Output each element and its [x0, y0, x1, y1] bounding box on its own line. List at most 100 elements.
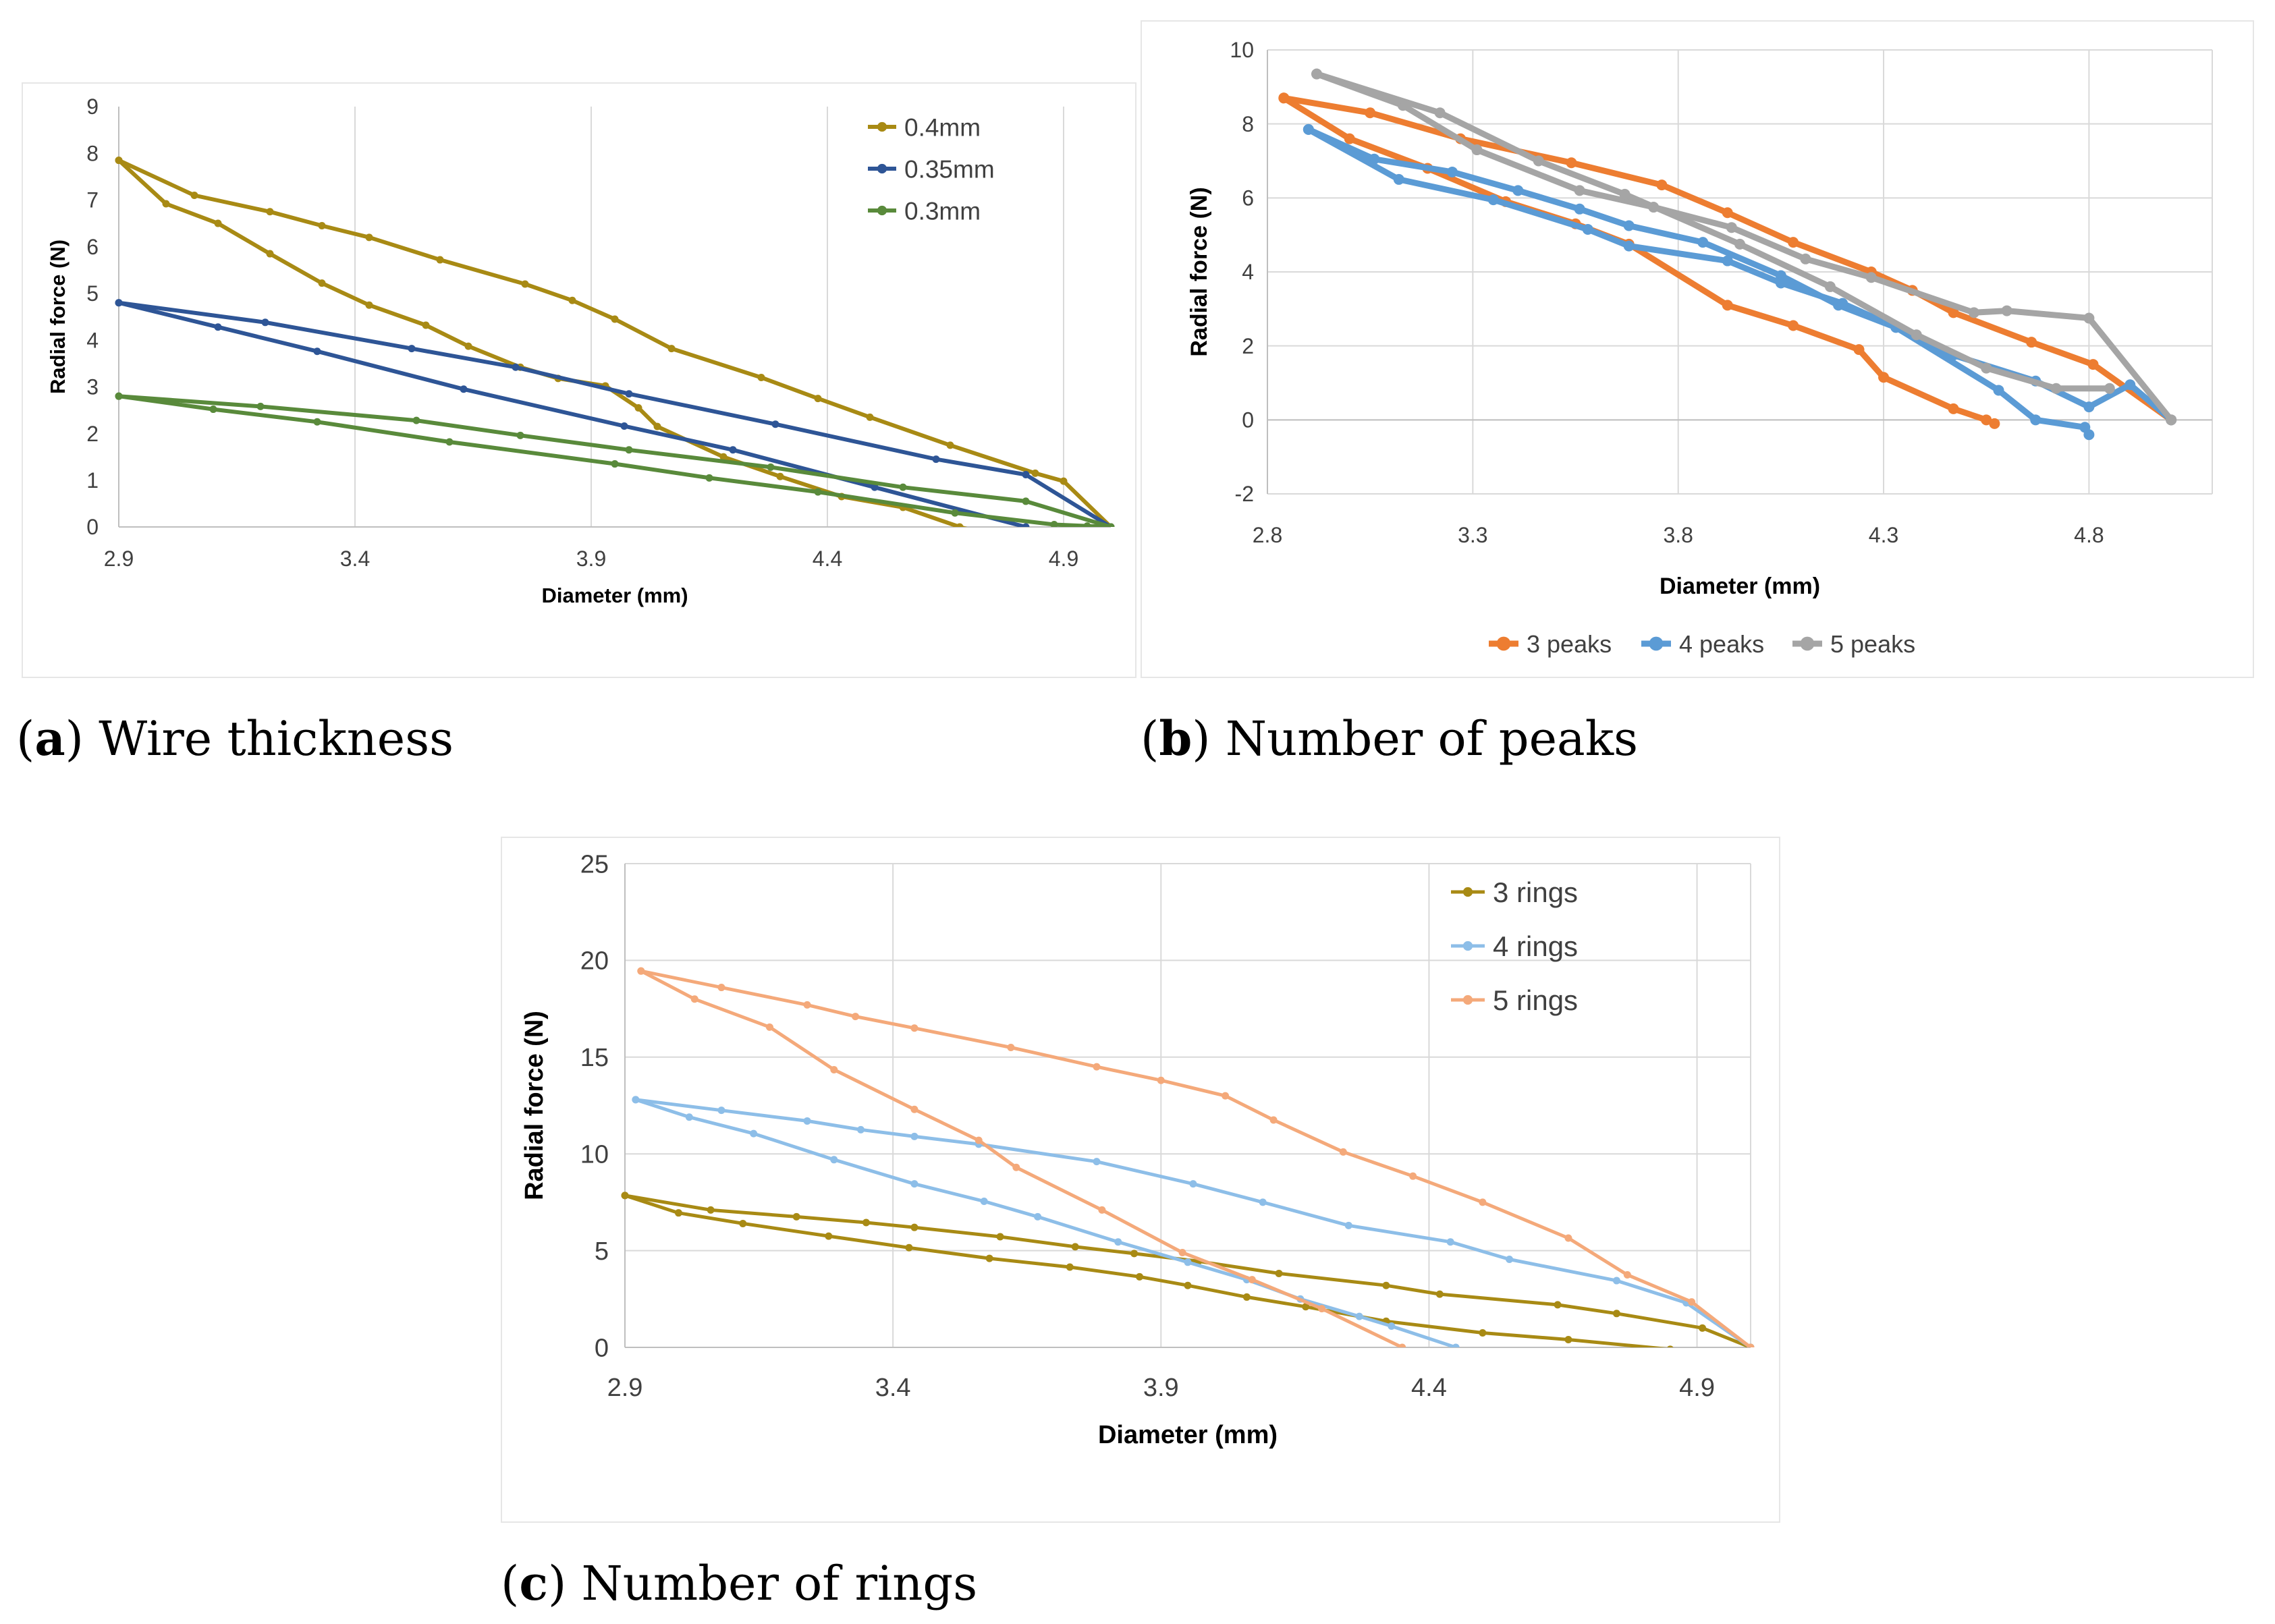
data-point — [1050, 521, 1058, 527]
data-point — [685, 1113, 693, 1121]
data-point — [1623, 240, 1635, 252]
caption-b: (b) Number of peaks — [1141, 710, 1639, 766]
data-point — [620, 422, 628, 430]
x-tick-label: 3.9 — [576, 547, 606, 571]
data-point — [1788, 237, 1799, 248]
x-tick-label: 3.8 — [1663, 523, 1693, 547]
data-point — [1388, 1322, 1396, 1330]
data-point — [1968, 307, 1979, 318]
legend-swatch-dot — [1462, 941, 1473, 951]
chart-b-svg: 2.8 3.3 3.8 4.3 4.8 -2 0 2 4 6 8 10 Diameter (mm) Rad… — [1186, 38, 2213, 658]
data-point — [1656, 179, 1668, 191]
data-point — [1093, 1158, 1101, 1166]
data-point — [1564, 1234, 1572, 1242]
data-point — [1800, 253, 1811, 264]
data-point — [1452, 1343, 1460, 1347]
data-point — [956, 523, 964, 527]
series-4-rings — [632, 1096, 1755, 1347]
data-point — [568, 296, 576, 304]
data-point — [1022, 497, 1030, 505]
legend-swatch-dot — [877, 205, 887, 216]
data-point — [1022, 470, 1030, 478]
data-point — [1435, 1290, 1444, 1298]
y-axis-title: Radial force (N) — [520, 1011, 549, 1200]
data-point — [445, 438, 454, 446]
data-point — [1031, 469, 1039, 477]
data-point — [2083, 401, 2095, 413]
data-point — [1248, 1276, 1256, 1284]
data-point — [2104, 383, 2115, 394]
x-axis-title: Diameter (mm) — [541, 584, 688, 607]
data-point — [1242, 1293, 1251, 1301]
chart-panel-c: 2.9 3.4 3.9 4.4 4.9 0 5 10 15 20 25 Diameter (mm) Ra… — [501, 837, 1780, 1523]
data-point — [1446, 166, 1458, 177]
data-point — [1981, 362, 1992, 374]
data-point — [2166, 414, 2177, 426]
series-line-4-rings — [634, 1098, 1458, 1347]
data-point — [814, 488, 822, 496]
legend-item: 5 peaks — [1792, 630, 1915, 658]
data-point — [717, 984, 725, 992]
data-point — [1775, 277, 1786, 289]
data-point — [521, 280, 529, 288]
data-point — [2125, 379, 2136, 391]
data-point — [771, 420, 779, 428]
data-point — [190, 192, 198, 200]
data-point — [750, 1129, 758, 1138]
legend-label: 3 peaks — [1527, 630, 1612, 658]
data-point — [1566, 157, 1577, 169]
data-point — [1355, 1312, 1363, 1320]
data-point — [1007, 1043, 1015, 1051]
data-point — [1344, 1221, 1352, 1229]
x-axis-title: Diameter (mm) — [1660, 573, 1820, 599]
data-point — [776, 472, 784, 480]
caption-b-text: Number of peaks — [1225, 711, 1639, 766]
data-point — [814, 395, 822, 403]
data-point — [115, 157, 123, 165]
data-point — [1409, 1172, 1417, 1180]
data-point — [1623, 1270, 1631, 1279]
data-point — [985, 1254, 993, 1262]
data-point — [905, 1243, 913, 1252]
data-point — [653, 422, 661, 430]
x-tick-label: 2.9 — [104, 547, 134, 571]
y-tick-label: 5 — [595, 1237, 609, 1266]
data-point — [1619, 188, 1630, 200]
legend-label: 5 peaks — [1830, 630, 1915, 658]
data-point — [1837, 298, 1848, 309]
y-axis-title: Radial force (N) — [46, 240, 70, 394]
data-point — [365, 233, 373, 242]
legend-swatch-dot — [877, 121, 887, 132]
legend-swatch-dot — [1496, 636, 1511, 651]
data-point — [1981, 414, 1992, 426]
legend-swatch-dot — [1462, 887, 1473, 897]
series-line-4-peaks — [1305, 126, 2092, 438]
data-point — [1989, 418, 2000, 429]
data-point — [2030, 414, 2041, 426]
data-point — [1948, 403, 1959, 414]
data-point — [1574, 185, 1585, 196]
y-tick-label: -2 — [1235, 482, 1254, 506]
data-point — [1365, 107, 1376, 119]
legend-label: 0.35mm — [904, 155, 995, 183]
chart-panel-b: 2.8 3.3 3.8 4.3 4.8 -2 0 2 4 6 8 10 Diameter (mm) Rad… — [1141, 20, 2254, 678]
data-point — [1184, 1258, 1192, 1266]
data-point — [951, 509, 959, 517]
data-point — [115, 299, 123, 307]
data-point — [899, 483, 907, 491]
data-point — [1071, 1243, 1079, 1251]
data-point — [910, 1132, 919, 1140]
data-point — [2026, 337, 2037, 348]
data-point — [214, 219, 222, 227]
data-point — [1339, 1148, 1347, 1156]
legend: 0.4mm 0.35mm 0.3mm — [868, 113, 995, 225]
x-tick-label: 4.4 — [1411, 1374, 1447, 1402]
data-point — [1130, 1250, 1139, 1258]
data-point — [1688, 1298, 1696, 1306]
data-point — [261, 318, 269, 327]
data-point — [1697, 237, 1709, 248]
legend: 3 rings 4 rings 5 rings — [1451, 876, 1578, 1016]
data-point — [313, 347, 321, 356]
data-point — [115, 392, 123, 400]
x-tick-label: 4.8 — [2074, 523, 2104, 547]
